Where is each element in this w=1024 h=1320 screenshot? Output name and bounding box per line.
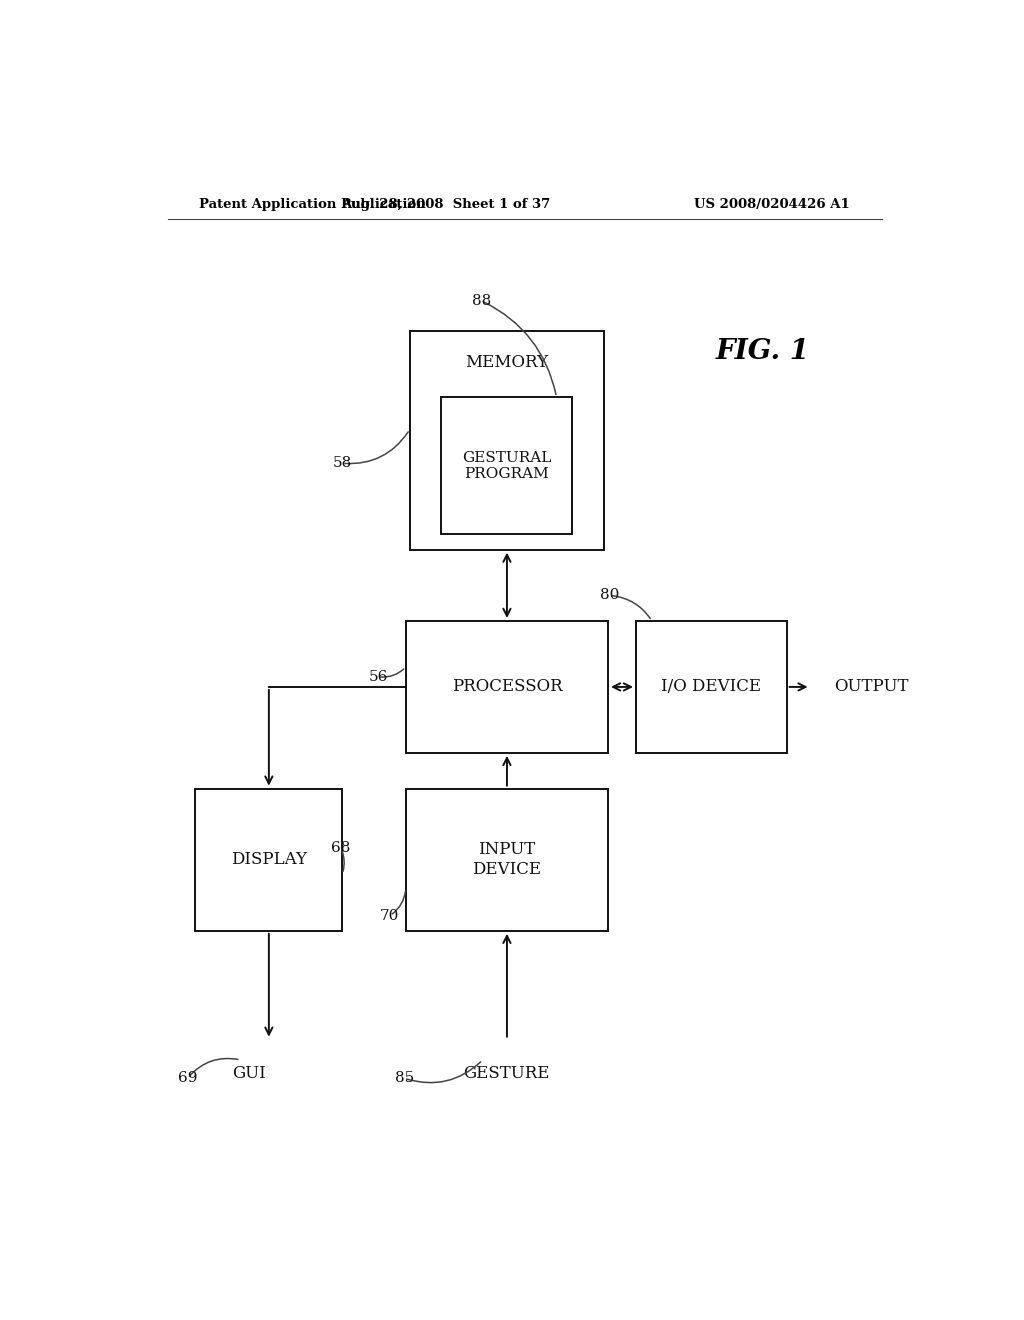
Text: 58: 58 <box>333 457 352 470</box>
Text: 56: 56 <box>369 669 388 684</box>
Text: MEMORY: MEMORY <box>466 354 549 371</box>
Bar <box>196 788 342 931</box>
Text: GESTURAL
PROGRAM: GESTURAL PROGRAM <box>462 450 552 480</box>
Text: Aug. 28, 2008  Sheet 1 of 37: Aug. 28, 2008 Sheet 1 of 37 <box>341 198 550 211</box>
Bar <box>636 620 786 752</box>
Text: 68: 68 <box>331 841 350 854</box>
Bar <box>406 788 608 931</box>
Bar <box>410 331 604 549</box>
Text: FIG. 1: FIG. 1 <box>716 338 810 366</box>
Text: US 2008/0204426 A1: US 2008/0204426 A1 <box>694 198 850 211</box>
Text: DISPLAY: DISPLAY <box>230 851 307 869</box>
Text: OUTPUT: OUTPUT <box>835 678 909 696</box>
Text: GESTURE: GESTURE <box>463 1065 550 1082</box>
Text: PROCESSOR: PROCESSOR <box>452 678 562 696</box>
Bar <box>441 397 572 535</box>
Text: 69: 69 <box>178 1072 198 1085</box>
Text: 88: 88 <box>471 293 490 308</box>
Text: 80: 80 <box>600 589 620 602</box>
Text: 85: 85 <box>394 1072 414 1085</box>
Bar <box>406 620 608 752</box>
Text: 70: 70 <box>380 908 399 923</box>
Text: GUI: GUI <box>231 1065 265 1082</box>
Text: I/O DEVICE: I/O DEVICE <box>662 678 762 696</box>
Text: Patent Application Publication: Patent Application Publication <box>200 198 426 211</box>
Text: INPUT
DEVICE: INPUT DEVICE <box>472 841 542 878</box>
